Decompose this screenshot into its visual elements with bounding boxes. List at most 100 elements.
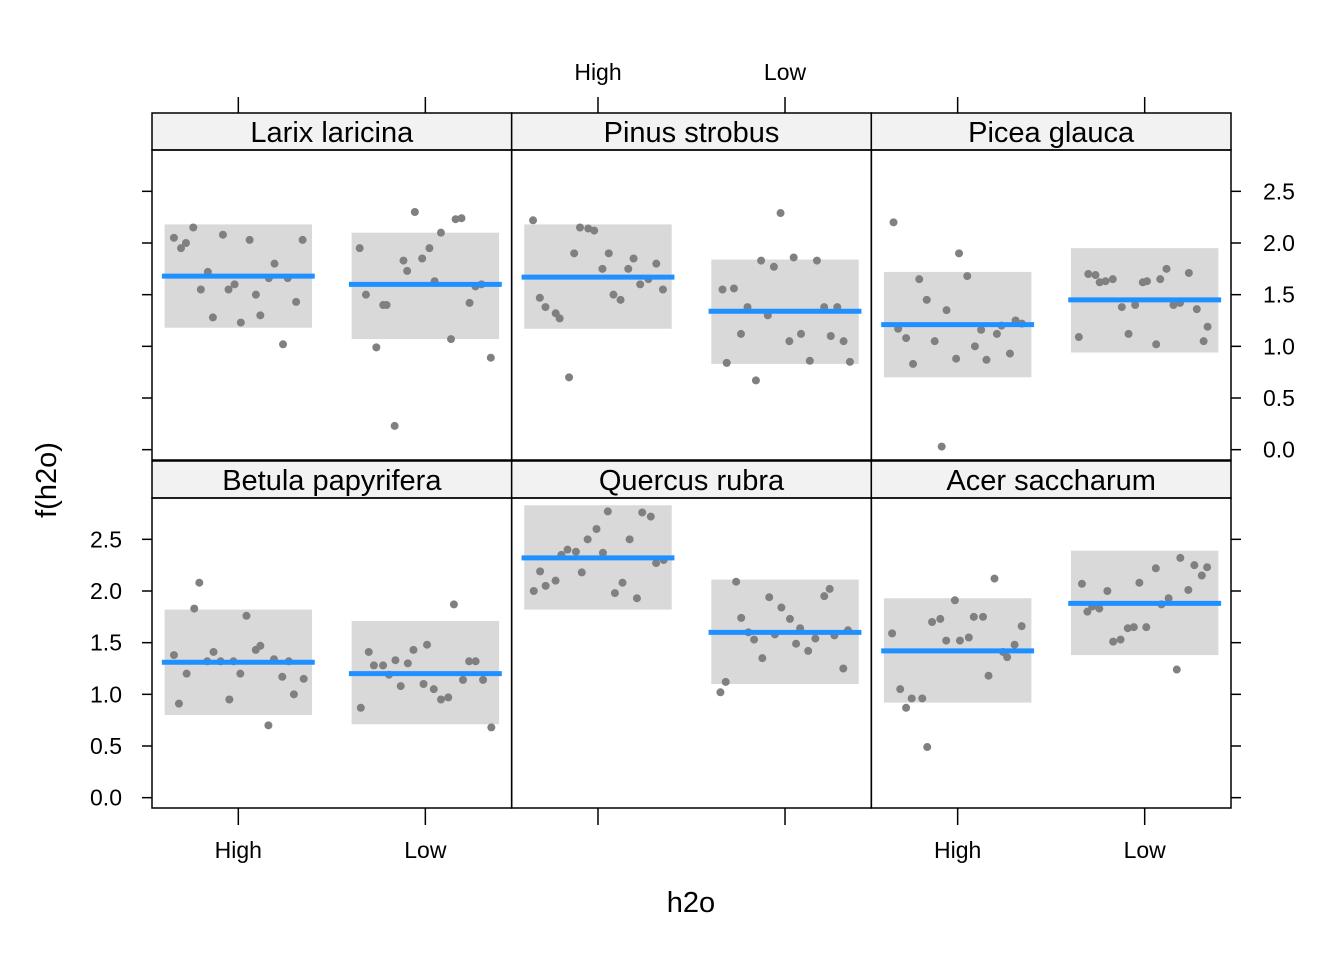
data-point [396, 682, 405, 691]
strip-label: Betula papyrifera [222, 465, 442, 497]
data-point [777, 603, 786, 612]
y-tick-label: 0.5 [90, 733, 122, 759]
data-point [536, 567, 545, 576]
y-tick-label: 0.5 [1263, 385, 1295, 411]
data-point [436, 228, 445, 237]
x-tick-label: High [574, 59, 621, 85]
data-point [242, 611, 251, 620]
data-point [429, 685, 438, 694]
data-point [364, 647, 373, 656]
x-tick-label: Low [404, 837, 447, 863]
data-point [419, 680, 428, 688]
data-point [792, 639, 801, 648]
data-point [955, 636, 964, 645]
data-point [636, 280, 645, 289]
data-point [1190, 561, 1199, 570]
data-point [425, 244, 434, 253]
x-axis-title: h2o [667, 887, 715, 919]
data-point [236, 318, 245, 327]
data-point [471, 657, 480, 666]
data-point [785, 337, 794, 346]
data-point [176, 244, 185, 253]
data-point [487, 723, 496, 732]
data-point [256, 311, 265, 320]
data-point [737, 613, 746, 622]
strip-picea-glauca [870, 112, 1232, 151]
data-point [629, 254, 638, 263]
data-point [1156, 275, 1165, 284]
data-point [889, 218, 898, 227]
data-point [1123, 624, 1132, 633]
data-point [449, 600, 458, 609]
data-point [1162, 264, 1171, 273]
data-point [937, 442, 946, 451]
data-point [182, 669, 191, 678]
data-point [1152, 340, 1161, 349]
data-point [372, 343, 381, 352]
data-point [555, 314, 564, 323]
data-point [845, 357, 854, 366]
data-point [1142, 277, 1151, 286]
data-point [230, 280, 239, 289]
data-point [950, 596, 959, 605]
data-point [390, 421, 399, 430]
data-point [618, 578, 627, 587]
data-point [459, 675, 468, 684]
data-point [896, 685, 905, 694]
data-point [1142, 623, 1151, 632]
data-point [963, 272, 972, 281]
panel-frame [870, 149, 1232, 461]
data-point [529, 587, 538, 595]
data-point [264, 721, 273, 730]
data-point [598, 264, 607, 273]
data-point [776, 209, 785, 218]
y-tick-label: 2.5 [90, 526, 122, 552]
strip-label: Pinus strobus [604, 117, 780, 149]
data-point [256, 641, 265, 650]
data-point [447, 335, 456, 344]
data-point [1169, 301, 1178, 309]
data-point [1203, 322, 1212, 331]
data-point [382, 301, 391, 309]
data-point [1184, 585, 1193, 594]
data-point [603, 507, 612, 516]
strip-acer-saccharum [870, 460, 1232, 499]
data-point [1091, 271, 1100, 280]
data-point [789, 253, 798, 262]
data-point [529, 216, 538, 225]
data-point [979, 612, 988, 621]
data-point [403, 266, 412, 275]
data-point [722, 358, 731, 367]
data-point [299, 674, 308, 683]
data-point [930, 337, 939, 346]
data-point [457, 214, 466, 223]
data-point [751, 376, 760, 385]
data-point [952, 354, 961, 363]
data-point [399, 256, 408, 265]
data-point [270, 259, 279, 268]
data-point [652, 559, 661, 568]
data-point [1074, 333, 1083, 342]
data-point [928, 618, 937, 626]
strip-betula-papyrifera [151, 460, 513, 499]
data-point [812, 256, 821, 265]
data-point [195, 578, 204, 587]
data-point [571, 547, 580, 556]
data-point [646, 512, 655, 521]
data-point [535, 293, 544, 302]
data-point [486, 353, 495, 362]
data-point [1083, 607, 1092, 616]
data-point [598, 548, 607, 557]
y-tick-label: 2.5 [1263, 178, 1295, 204]
data-point [479, 675, 488, 684]
data-point [825, 584, 834, 593]
data-point [590, 226, 599, 235]
data-point [805, 356, 814, 365]
y-tick-label: 2.0 [1263, 230, 1295, 256]
data-point [279, 340, 288, 349]
y-tick-label: 1.0 [1263, 333, 1295, 359]
data-point [1095, 604, 1104, 613]
y-tick-label: 1.0 [90, 681, 122, 707]
y-tick-label: 0.0 [90, 785, 122, 811]
data-point [750, 635, 759, 644]
